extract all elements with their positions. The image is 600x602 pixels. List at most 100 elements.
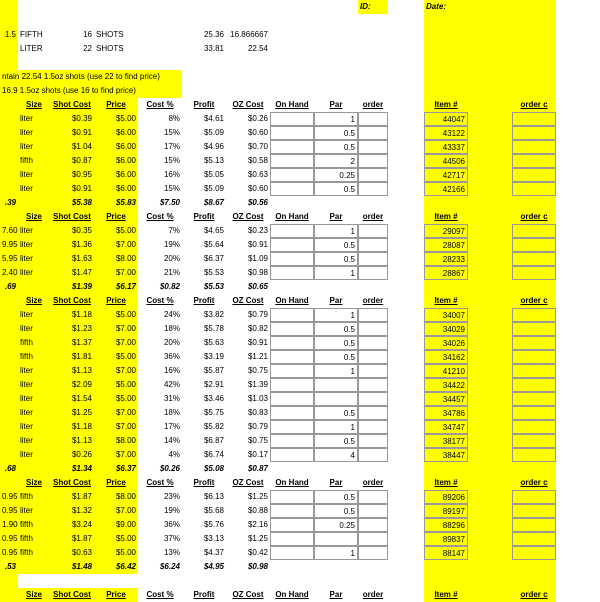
row-orderc[interactable] (512, 168, 556, 182)
row-par[interactable]: 0.5 (314, 182, 358, 196)
row-hand[interactable] (270, 140, 314, 154)
row-par[interactable]: 1 (314, 266, 358, 280)
row-order[interactable] (358, 420, 388, 434)
row-order[interactable] (358, 378, 388, 392)
row-orderc[interactable] (512, 350, 556, 364)
row-hand[interactable] (270, 252, 314, 266)
row-order[interactable] (358, 392, 388, 406)
row-par[interactable] (314, 392, 358, 406)
row-orderc[interactable] (512, 392, 556, 406)
row-hand[interactable] (270, 448, 314, 462)
row-orderc[interactable] (512, 238, 556, 252)
row-order[interactable] (358, 518, 388, 532)
row-orderc[interactable] (512, 448, 556, 462)
row-hand[interactable] (270, 322, 314, 336)
row-par[interactable]: 0.5 (314, 434, 358, 448)
row-hand[interactable] (270, 392, 314, 406)
row-orderc[interactable] (512, 532, 556, 546)
row-orderc[interactable] (512, 126, 556, 140)
row-par[interactable]: 0.5 (314, 406, 358, 420)
row-par[interactable] (314, 532, 358, 546)
row-order[interactable] (358, 504, 388, 518)
row-hand[interactable] (270, 224, 314, 238)
row-order[interactable] (358, 140, 388, 154)
row-par[interactable]: 0.5 (314, 238, 358, 252)
row-order[interactable] (358, 336, 388, 350)
row-orderc[interactable] (512, 504, 556, 518)
row-par[interactable]: 0.25 (314, 518, 358, 532)
row-order[interactable] (358, 182, 388, 196)
row-par[interactable]: 4 (314, 448, 358, 462)
row-order[interactable] (358, 266, 388, 280)
row-orderc[interactable] (512, 406, 556, 420)
row-par[interactable]: 0.5 (314, 504, 358, 518)
row-hand[interactable] (270, 532, 314, 546)
row-orderc[interactable] (512, 336, 556, 350)
row-hand[interactable] (270, 378, 314, 392)
row-order[interactable] (358, 448, 388, 462)
row-orderc[interactable] (512, 112, 556, 126)
row-hand[interactable] (270, 336, 314, 350)
row-orderc[interactable] (512, 518, 556, 532)
row-order[interactable] (358, 168, 388, 182)
row-hand[interactable] (270, 364, 314, 378)
row-par[interactable]: 0.5 (314, 350, 358, 364)
row-par[interactable]: 0.5 (314, 490, 358, 504)
row-hand[interactable] (270, 518, 314, 532)
row-order[interactable] (358, 112, 388, 126)
row-par[interactable]: 1 (314, 112, 358, 126)
row-order[interactable] (358, 154, 388, 168)
row-hand[interactable] (270, 490, 314, 504)
row-hand[interactable] (270, 168, 314, 182)
row-order[interactable] (358, 224, 388, 238)
row-par[interactable]: 0.25 (314, 168, 358, 182)
row-hand[interactable] (270, 112, 314, 126)
row-order[interactable] (358, 490, 388, 504)
row-orderc[interactable] (512, 322, 556, 336)
row-order[interactable] (358, 322, 388, 336)
row-order[interactable] (358, 532, 388, 546)
row-orderc[interactable] (512, 434, 556, 448)
row-order[interactable] (358, 308, 388, 322)
row-par[interactable]: 1 (314, 224, 358, 238)
row-hand[interactable] (270, 350, 314, 364)
row-orderc[interactable] (512, 546, 556, 560)
row-par[interactable]: 2 (314, 154, 358, 168)
row-orderc[interactable] (512, 490, 556, 504)
row-orderc[interactable] (512, 266, 556, 280)
row-order[interactable] (358, 406, 388, 420)
row-orderc[interactable] (512, 252, 556, 266)
row-orderc[interactable] (512, 308, 556, 322)
row-order[interactable] (358, 546, 388, 560)
row-hand[interactable] (270, 182, 314, 196)
row-order[interactable] (358, 238, 388, 252)
row-hand[interactable] (270, 406, 314, 420)
row-order[interactable] (358, 126, 388, 140)
row-orderc[interactable] (512, 224, 556, 238)
row-par[interactable]: 1 (314, 364, 358, 378)
row-hand[interactable] (270, 238, 314, 252)
row-hand[interactable] (270, 126, 314, 140)
row-order[interactable] (358, 434, 388, 448)
row-par[interactable]: 1 (314, 308, 358, 322)
row-orderc[interactable] (512, 140, 556, 154)
row-orderc[interactable] (512, 154, 556, 168)
row-orderc[interactable] (512, 182, 556, 196)
row-hand[interactable] (270, 420, 314, 434)
row-hand[interactable] (270, 308, 314, 322)
row-hand[interactable] (270, 504, 314, 518)
row-hand[interactable] (270, 154, 314, 168)
row-hand[interactable] (270, 266, 314, 280)
row-orderc[interactable] (512, 378, 556, 392)
row-par[interactable]: 0.5 (314, 126, 358, 140)
row-par[interactable]: 0.5 (314, 322, 358, 336)
row-order[interactable] (358, 350, 388, 364)
row-par[interactable]: 0.5 (314, 336, 358, 350)
row-orderc[interactable] (512, 420, 556, 434)
row-hand[interactable] (270, 434, 314, 448)
row-par[interactable] (314, 378, 358, 392)
row-hand[interactable] (270, 546, 314, 560)
row-par[interactable]: 0.5 (314, 252, 358, 266)
row-order[interactable] (358, 364, 388, 378)
row-par[interactable]: 1 (314, 420, 358, 434)
